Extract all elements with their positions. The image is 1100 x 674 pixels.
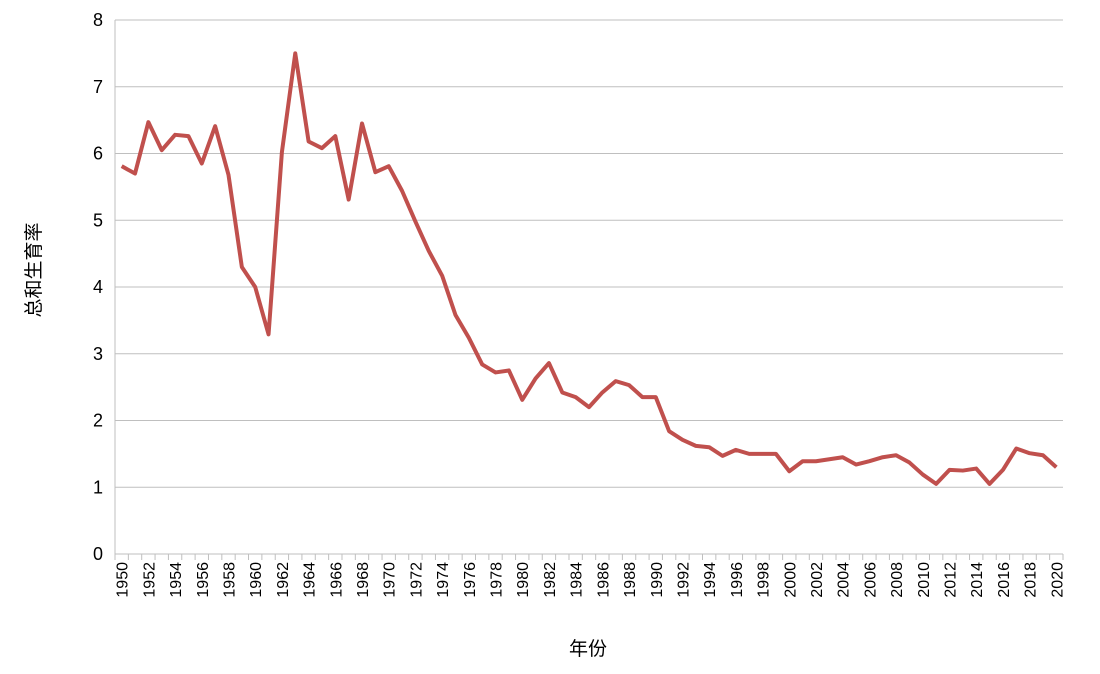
y-tick-label: 7: [93, 77, 103, 97]
x-tick-label: 1992: [675, 562, 692, 598]
x-tick-label: 1990: [649, 562, 666, 598]
x-tick-label: 1964: [302, 562, 319, 598]
x-tick-label: 2020: [1049, 562, 1066, 598]
x-tick-label: 1950: [115, 562, 132, 598]
x-tick-label: 1980: [515, 562, 532, 598]
y-tick-label: 4: [93, 277, 103, 297]
y-axis-label: 总和生育率: [23, 222, 45, 317]
x-tick-label: 1984: [569, 562, 586, 598]
x-tick-label: 1978: [489, 562, 506, 598]
y-tick-label: 6: [93, 144, 103, 164]
data-line: [120, 51, 1058, 486]
x-tick-label: 1974: [435, 562, 452, 598]
x-tick-label: 2010: [916, 562, 933, 598]
x-tick-label: 1996: [729, 562, 746, 598]
x-tick-label: 2006: [862, 562, 879, 598]
x-tick-label: 2012: [943, 562, 960, 598]
y-tick-label: 0: [93, 544, 103, 564]
x-tick-label: 1976: [462, 562, 479, 598]
x-tick-label: 2016: [996, 562, 1013, 598]
x-tick-label: 1994: [702, 562, 719, 598]
x-tick-label: 1960: [248, 562, 265, 598]
y-tick-label: 8: [93, 10, 103, 30]
x-tick-label: 1986: [595, 562, 612, 598]
x-tick-label: 1972: [408, 562, 425, 598]
x-tick-label: 1988: [622, 562, 639, 598]
x-tick-label: 1958: [221, 562, 238, 598]
y-tick-label: 5: [93, 210, 103, 230]
x-tick-label: 1956: [195, 562, 212, 598]
x-tick-label: 2014: [969, 562, 986, 598]
x-tick-label: 1966: [328, 562, 345, 598]
x-tick-label: 1952: [141, 562, 158, 598]
x-tick-label: 2002: [809, 562, 826, 598]
y-tick-label: 3: [93, 344, 103, 364]
x-tick-label: 2000: [782, 562, 799, 598]
x-tick-label: 1982: [542, 562, 559, 598]
x-tick-label: 1998: [756, 562, 773, 598]
x-axis-label: 年份: [569, 638, 607, 660]
x-tick-label: 1970: [382, 562, 399, 598]
x-tick-label: 1962: [275, 562, 292, 598]
y-tick-label: 1: [93, 477, 103, 497]
x-tick-label: 1954: [168, 562, 185, 598]
x-tick-label: 1968: [355, 562, 372, 598]
y-tick-label: 2: [93, 411, 103, 431]
x-tick-label: 2004: [836, 562, 853, 598]
x-tick-label: 2008: [889, 562, 906, 598]
x-tick-label: 2018: [1023, 562, 1040, 598]
